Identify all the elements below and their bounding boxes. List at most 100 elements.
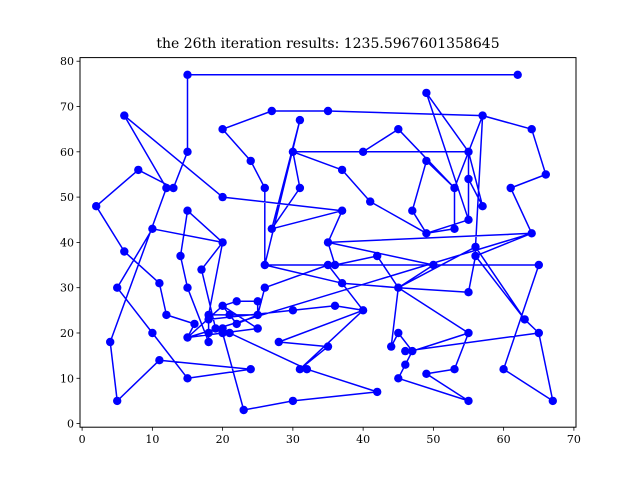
city-point xyxy=(120,247,129,256)
city-point xyxy=(323,260,333,270)
city-point xyxy=(401,360,410,369)
city-point xyxy=(422,88,431,98)
city-point xyxy=(394,328,403,338)
city-point xyxy=(260,183,269,193)
city-point xyxy=(113,283,122,292)
city-point xyxy=(204,337,213,347)
city-point xyxy=(302,365,312,374)
x-tick-label: 30 xyxy=(286,433,300,446)
city-point xyxy=(113,396,122,406)
city-point xyxy=(204,315,213,324)
city-point xyxy=(288,396,298,406)
city-point xyxy=(295,115,305,125)
city-points xyxy=(92,70,557,415)
city-point xyxy=(330,260,340,270)
y-tick-label: 0 xyxy=(67,418,74,431)
city-point xyxy=(464,215,473,224)
city-point xyxy=(218,324,227,333)
city-point xyxy=(106,337,115,347)
city-point xyxy=(253,297,262,306)
city-point xyxy=(204,328,213,338)
city-point xyxy=(155,356,164,365)
city-point xyxy=(323,342,333,351)
city-point xyxy=(337,206,347,215)
city-point xyxy=(267,224,276,233)
city-point xyxy=(239,405,248,415)
city-point xyxy=(267,106,276,116)
tour-path xyxy=(95,74,554,411)
city-point xyxy=(450,183,459,193)
city-point xyxy=(429,260,438,270)
city-point xyxy=(246,365,255,374)
city-point xyxy=(176,251,185,261)
x-tick-label: 50 xyxy=(426,433,440,446)
city-point xyxy=(260,260,269,270)
city-point xyxy=(499,365,508,374)
city-point xyxy=(288,306,298,315)
city-point xyxy=(422,229,431,238)
city-point xyxy=(211,324,220,333)
city-point xyxy=(548,396,557,406)
city-point xyxy=(527,229,536,238)
city-point xyxy=(330,301,340,310)
city-point xyxy=(394,374,403,383)
y-tick-label: 30 xyxy=(60,282,74,295)
city-point xyxy=(471,251,480,261)
city-point xyxy=(148,224,157,233)
city-point xyxy=(513,70,522,80)
city-point xyxy=(232,319,241,329)
city-point xyxy=(295,183,305,193)
y-axis: 0 10 20 30 40 50 60 70 80 xyxy=(60,55,80,431)
city-point xyxy=(253,310,262,320)
city-point xyxy=(541,170,550,179)
city-point xyxy=(92,202,101,211)
city-point xyxy=(155,279,164,288)
city-point xyxy=(337,279,347,288)
tour-line xyxy=(95,74,554,411)
city-point xyxy=(323,106,333,116)
city-point xyxy=(253,324,262,333)
city-point xyxy=(190,319,199,329)
city-point xyxy=(387,342,396,351)
city-point xyxy=(478,202,487,211)
city-point xyxy=(337,165,347,175)
city-point xyxy=(218,125,227,134)
city-point xyxy=(218,301,227,310)
city-point xyxy=(408,346,417,356)
city-point xyxy=(225,310,234,320)
city-point xyxy=(120,111,129,120)
city-point xyxy=(394,125,403,134)
city-point xyxy=(450,365,459,374)
city-point xyxy=(246,156,255,166)
city-point xyxy=(162,183,171,193)
y-tick-label: 40 xyxy=(60,236,74,249)
city-point xyxy=(527,125,536,134)
city-point xyxy=(534,260,543,270)
city-point xyxy=(373,251,382,261)
city-point xyxy=(288,147,298,156)
x-tick-label: 40 xyxy=(356,433,370,446)
city-point xyxy=(464,288,473,297)
y-tick-label: 20 xyxy=(60,327,74,340)
chart-title: the 26th iteration results: 1235.5967601… xyxy=(156,36,499,52)
city-point xyxy=(534,328,543,338)
city-point xyxy=(148,328,157,338)
city-point xyxy=(162,310,171,320)
city-point xyxy=(169,183,178,193)
city-point xyxy=(183,333,192,342)
y-tick-label: 70 xyxy=(60,101,74,114)
city-point xyxy=(183,283,192,292)
city-point xyxy=(464,147,473,156)
city-point xyxy=(464,328,473,338)
city-point xyxy=(358,306,368,315)
city-point xyxy=(422,156,431,166)
city-point xyxy=(450,224,459,233)
y-tick-label: 60 xyxy=(60,146,74,159)
x-axis: 0 10 20 30 40 50 60 70 xyxy=(79,427,581,446)
y-tick-label: 80 xyxy=(60,55,74,68)
city-point xyxy=(506,183,515,193)
x-tick-label: 20 xyxy=(216,433,230,446)
city-point xyxy=(478,111,487,120)
